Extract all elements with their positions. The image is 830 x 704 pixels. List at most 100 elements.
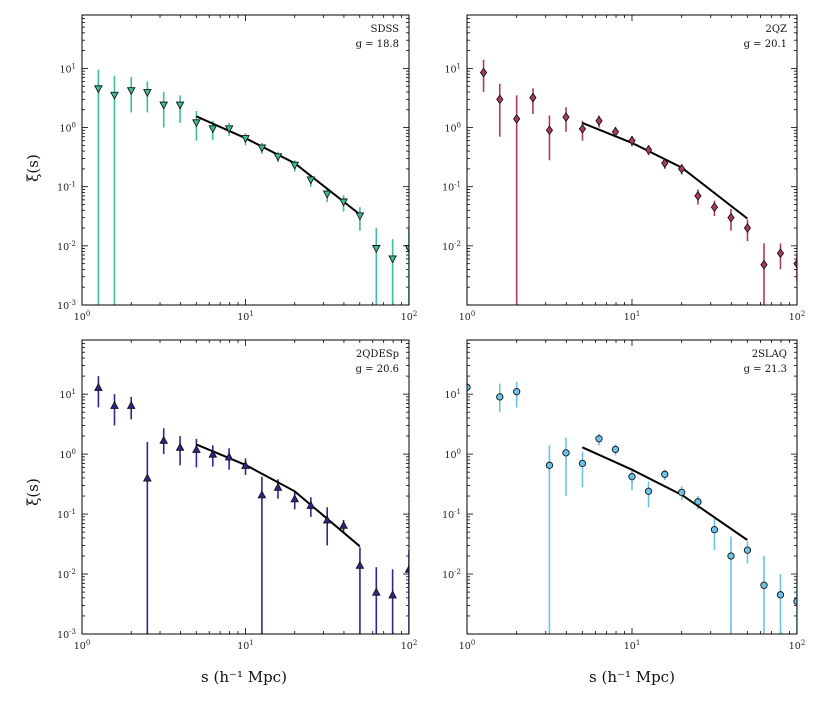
y-tick-label: 10-3 (57, 299, 76, 312)
model-curve (581, 446, 748, 541)
y-tick-label: 10-2 (442, 568, 461, 581)
data-point (694, 498, 702, 506)
data-point (241, 135, 250, 144)
data-point (290, 494, 300, 503)
data-point (273, 482, 283, 491)
magnitude-label: g = 20.6 (356, 364, 399, 375)
data-point (404, 564, 409, 573)
data-point (175, 101, 185, 110)
y-axis-title-bottom: ξ(s) (24, 478, 42, 506)
data-point (710, 202, 719, 213)
y-tick-label: 10-3 (57, 628, 76, 641)
y-tick-label: 101 (444, 62, 461, 75)
y-tick-label: 100 (59, 448, 76, 461)
data-layer (94, 376, 409, 634)
panel-bottom-left: 100 101 102 10-3 10-2 10-1 100 101 2QDESp g = 20.… (57, 339, 417, 652)
data-point (644, 144, 653, 155)
y-tick-label: 10-2 (57, 568, 76, 581)
x-tick-label: 101 (624, 639, 641, 652)
data-point (562, 112, 570, 123)
data-point (371, 245, 381, 254)
data-point (404, 245, 409, 254)
data-point (479, 67, 488, 78)
data-point (290, 161, 300, 170)
data-point (159, 101, 169, 110)
data-point (578, 123, 587, 134)
data-point (224, 125, 234, 134)
plot-frame (466, 339, 798, 635)
data-point (94, 382, 103, 391)
plot-frame (81, 339, 410, 635)
y-tick-label: 101 (444, 388, 461, 401)
data-point (611, 126, 620, 137)
data-point (595, 435, 603, 443)
x-tick-label: 100 (74, 310, 91, 323)
panel-top-left: 100 101 102 10-3 10-2 10-1 100 101 SDSS g = 18.8 (57, 14, 418, 323)
data-point (513, 388, 521, 396)
data-point (142, 473, 152, 482)
x-axis-title-right: s (h⁻¹ Mpc) (589, 668, 675, 686)
data-point (776, 248, 785, 259)
data-point (743, 223, 752, 233)
data-point (496, 393, 504, 401)
data-point (545, 461, 554, 469)
data-point (257, 144, 267, 153)
data-point (208, 449, 218, 458)
data-point (339, 520, 348, 529)
data-point (661, 470, 669, 478)
data-point (628, 473, 636, 481)
data-point (513, 114, 521, 124)
y-tick-label: 10-1 (57, 508, 76, 521)
data-point (388, 255, 397, 264)
data-point (175, 442, 185, 451)
x-tick-label: 102 (789, 639, 806, 652)
data-point (306, 176, 316, 185)
data-point (388, 590, 397, 599)
data-point (192, 444, 201, 453)
x-tick-label: 100 (74, 639, 91, 652)
data-point (371, 587, 381, 596)
data-layer (467, 378, 797, 634)
y-axis-title-top: ξ(s) (24, 154, 42, 182)
data-point (760, 581, 768, 589)
panel-top-right: 100 101 102 10-2 10-1 100 101 2QZ g = 20.1 (442, 14, 805, 323)
data-point (678, 164, 686, 174)
data-layer (479, 59, 797, 305)
data-point (678, 488, 686, 497)
data-point (628, 135, 636, 146)
survey-label: 2SLAQ (752, 349, 787, 360)
data-point (467, 383, 471, 391)
y-tick-label: 10-1 (57, 181, 76, 194)
y-tick-label: 10-2 (442, 240, 461, 253)
data-point (776, 591, 785, 599)
data-point (126, 87, 136, 96)
panel-bottom-right: 100 101 102 10-2 10-1 100 101 2SLAQ g = 21.3 (442, 339, 806, 652)
data-point (192, 119, 201, 128)
y-tick-label: 100 (444, 122, 461, 135)
survey-label: 2QDESp (356, 349, 399, 360)
magnitude-label: g = 18.8 (356, 39, 399, 50)
data-point (644, 487, 653, 495)
data-point (611, 445, 620, 454)
magnitude-label: g = 21.3 (744, 364, 787, 375)
data-point (578, 459, 587, 468)
model-curve (581, 121, 748, 220)
data-layer (94, 69, 409, 305)
data-point (110, 400, 119, 409)
data-point (322, 515, 332, 524)
data-point (142, 89, 152, 98)
data-point (793, 258, 797, 269)
data-point (496, 94, 504, 105)
y-tick-label: 101 (59, 388, 76, 401)
y-tick-label: 10-1 (442, 508, 461, 521)
data-point (322, 190, 332, 199)
data-point (710, 525, 719, 534)
x-tick-label: 101 (624, 310, 641, 323)
x-tick-label: 102 (401, 310, 418, 323)
data-point (595, 115, 603, 126)
model-curve (195, 115, 361, 216)
data-point (562, 449, 570, 457)
data-point (355, 560, 365, 569)
data-point (241, 460, 250, 469)
